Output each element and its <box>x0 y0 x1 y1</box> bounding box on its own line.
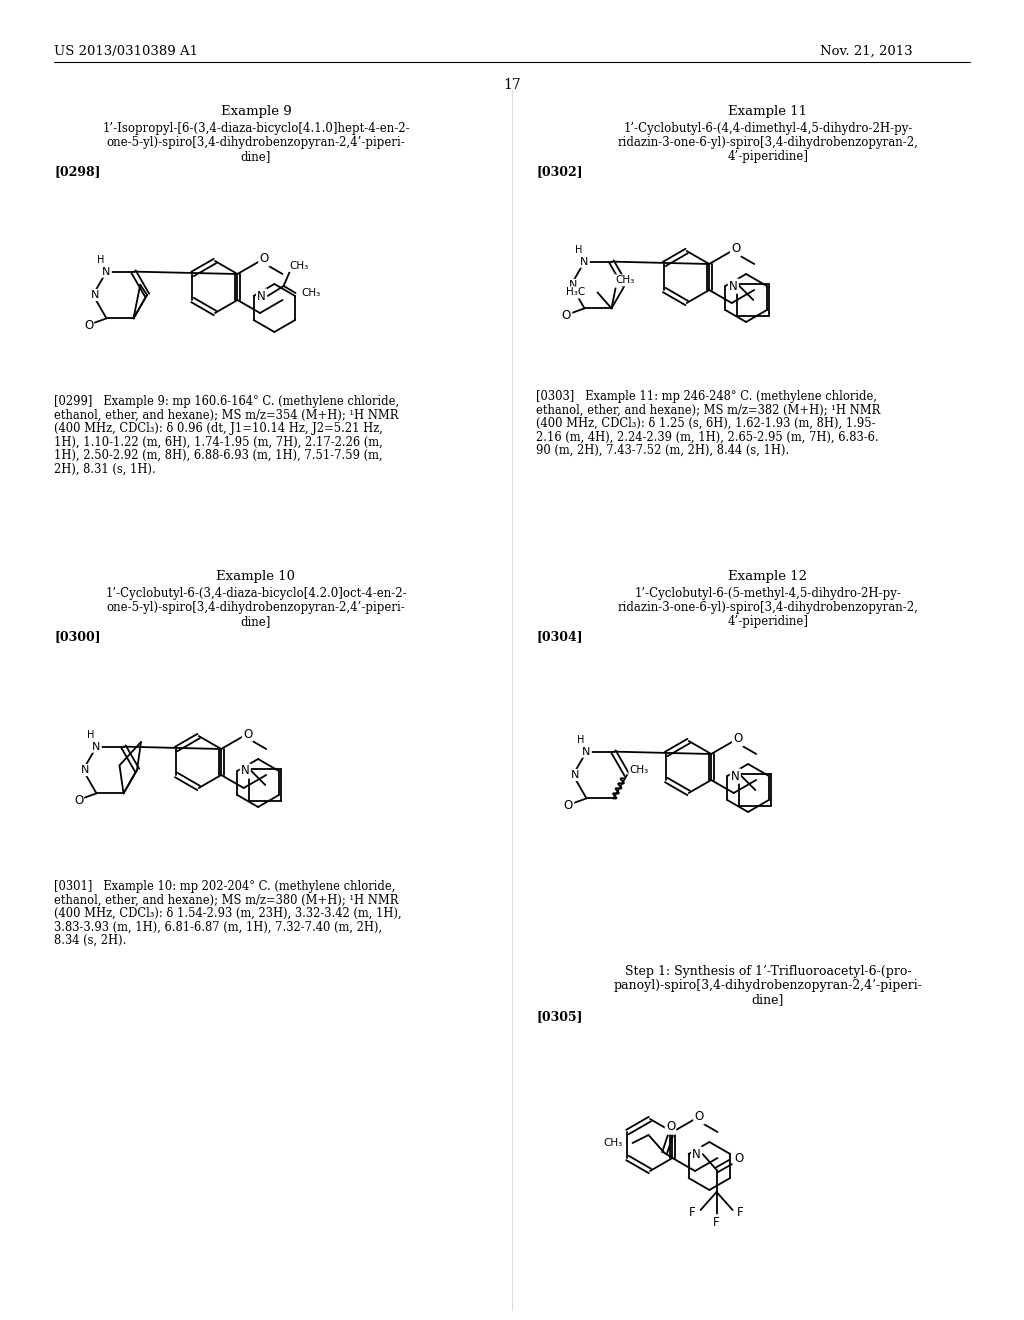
Text: US 2013/0310389 A1: US 2013/0310389 A1 <box>54 45 198 58</box>
Text: ethanol, ether, and hexane); MS m/z=380 (M+H); ¹H NMR: ethanol, ether, and hexane); MS m/z=380 … <box>54 894 398 907</box>
Text: N: N <box>581 256 589 267</box>
Text: H: H <box>97 255 104 264</box>
Text: [0302]: [0302] <box>536 165 583 178</box>
Text: (400 MHz, CDCl₃): δ 1.25 (s, 6H), 1.62-1.93 (m, 8H), 1.95-: (400 MHz, CDCl₃): δ 1.25 (s, 6H), 1.62-1… <box>536 417 876 430</box>
Text: N: N <box>92 742 100 751</box>
Text: CH₃: CH₃ <box>302 288 321 298</box>
Text: 4’-piperidine]: 4’-piperidine] <box>727 150 809 162</box>
Text: O: O <box>562 309 571 322</box>
Text: N: N <box>102 267 111 277</box>
Text: [0298]: [0298] <box>54 165 100 178</box>
Text: N: N <box>81 766 89 775</box>
Text: O: O <box>259 252 268 265</box>
Text: CH₃: CH₃ <box>603 1138 623 1148</box>
Text: [0304]: [0304] <box>536 630 583 643</box>
Text: O: O <box>243 727 252 741</box>
Text: H₃C: H₃C <box>566 288 586 297</box>
Text: Example 11: Example 11 <box>728 106 808 117</box>
Text: H: H <box>574 244 583 255</box>
Text: dine]: dine] <box>241 615 271 628</box>
Text: 1’-Cyclobutyl-6-(3,4-diaza-bicyclo[4.2.0]oct-4-en-2-: 1’-Cyclobutyl-6-(3,4-diaza-bicyclo[4.2.0… <box>105 587 407 601</box>
Text: [0300]: [0300] <box>54 630 100 643</box>
Text: one-5-yl)-spiro[3,4-dihydrobenzopyran-2,4’-piperi-: one-5-yl)-spiro[3,4-dihydrobenzopyran-2,… <box>106 136 406 149</box>
Text: CH₃: CH₃ <box>615 276 635 285</box>
Text: 17: 17 <box>503 78 521 92</box>
Text: N: N <box>729 280 737 293</box>
Text: O: O <box>666 1121 675 1134</box>
Text: O: O <box>733 733 742 746</box>
Text: Example 12: Example 12 <box>728 570 808 583</box>
Text: panoyl)-spiro[3,4-dihydrobenzopyran-2,4’-piperi-: panoyl)-spiro[3,4-dihydrobenzopyran-2,4’… <box>613 979 923 993</box>
Text: N: N <box>257 289 266 302</box>
Text: 3.83-3.93 (m, 1H), 6.81-6.87 (m, 1H), 7.32-7.40 (m, 2H),: 3.83-3.93 (m, 1H), 6.81-6.87 (m, 1H), 7.… <box>54 920 382 933</box>
Text: ethanol, ether, and hexane); MS m/z=382 (M+H); ¹H NMR: ethanol, ether, and hexane); MS m/z=382 … <box>536 404 881 417</box>
Text: F: F <box>689 1205 696 1218</box>
Text: O: O <box>734 1151 743 1164</box>
Text: O: O <box>84 319 93 331</box>
Text: O: O <box>731 243 740 256</box>
Text: H: H <box>577 735 584 744</box>
Text: 1’-Isopropyl-[6-(3,4-diaza-bicyclo[4.1.0]hept-4-en-2-: 1’-Isopropyl-[6-(3,4-diaza-bicyclo[4.1.0… <box>102 121 410 135</box>
Text: 1H), 2.50-2.92 (m, 8H), 6.88-6.93 (m, 1H), 7.51-7.59 (m,: 1H), 2.50-2.92 (m, 8H), 6.88-6.93 (m, 1H… <box>54 449 383 462</box>
Text: N: N <box>241 764 250 777</box>
Text: 8.34 (s, 2H).: 8.34 (s, 2H). <box>54 935 126 946</box>
Text: F: F <box>714 1216 720 1229</box>
Text: 2.16 (m, 4H), 2.24-2.39 (m, 1H), 2.65-2.95 (m, 7H), 6.83-6.: 2.16 (m, 4H), 2.24-2.39 (m, 1H), 2.65-2.… <box>536 430 879 444</box>
Text: N: N <box>583 747 591 756</box>
Text: 4’-piperidine]: 4’-piperidine] <box>727 615 809 628</box>
Text: 90 (m, 2H), 7.43-7.52 (m, 2H), 8.44 (s, 1H).: 90 (m, 2H), 7.43-7.52 (m, 2H), 8.44 (s, … <box>536 444 790 457</box>
Text: ridazin-3-one-6-yl)-spiro[3,4-dihydrobenzopyran-2,: ridazin-3-one-6-yl)-spiro[3,4-dihydroben… <box>617 601 919 614</box>
Text: dine]: dine] <box>752 993 784 1006</box>
Text: N: N <box>731 770 739 783</box>
Text: N: N <box>570 770 580 780</box>
Text: 1H), 1.10-1.22 (m, 6H), 1.74-1.95 (m, 7H), 2.17-2.26 (m,: 1H), 1.10-1.22 (m, 6H), 1.74-1.95 (m, 7H… <box>54 436 383 449</box>
Text: N: N <box>568 280 578 290</box>
Text: 1’-Cyclobutyl-6-(5-methyl-4,5-dihydro-2H-py-: 1’-Cyclobutyl-6-(5-methyl-4,5-dihydro-2H… <box>635 587 901 601</box>
Text: Step 1: Synthesis of 1’-Trifluoroacetyl-6-(pro-: Step 1: Synthesis of 1’-Trifluoroacetyl-… <box>625 965 911 978</box>
Text: F: F <box>737 1205 743 1218</box>
Text: ethanol, ether, and hexane); MS m/z=354 (M+H); ¹H NMR: ethanol, ether, and hexane); MS m/z=354 … <box>54 408 398 421</box>
Text: ridazin-3-one-6-yl)-spiro[3,4-dihydrobenzopyran-2,: ridazin-3-one-6-yl)-spiro[3,4-dihydroben… <box>617 136 919 149</box>
Text: [0305]: [0305] <box>536 1010 583 1023</box>
Text: N: N <box>692 1147 701 1160</box>
Text: Nov. 21, 2013: Nov. 21, 2013 <box>820 45 912 58</box>
Text: [0303]   Example 11: mp 246-248° C. (methylene chloride,: [0303] Example 11: mp 246-248° C. (methy… <box>536 389 877 403</box>
Text: O: O <box>74 793 83 807</box>
Text: O: O <box>694 1110 703 1123</box>
Text: CH₃: CH₃ <box>630 766 649 775</box>
Text: CH₃: CH₃ <box>290 261 309 271</box>
Text: [0301]   Example 10: mp 202-204° C. (methylene chloride,: [0301] Example 10: mp 202-204° C. (methy… <box>54 880 395 894</box>
Text: H: H <box>87 730 94 739</box>
Text: one-5-yl)-spiro[3,4-dihydrobenzopyran-2,4’-piperi-: one-5-yl)-spiro[3,4-dihydrobenzopyran-2,… <box>106 601 406 614</box>
Text: dine]: dine] <box>241 150 271 162</box>
Text: (400 MHz, CDCl₃): δ 0.96 (dt, J1=10.14 Hz, J2=5.21 Hz,: (400 MHz, CDCl₃): δ 0.96 (dt, J1=10.14 H… <box>54 422 383 436</box>
Text: (400 MHz, CDCl₃): δ 1.54-2.93 (m, 23H), 3.32-3.42 (m, 1H),: (400 MHz, CDCl₃): δ 1.54-2.93 (m, 23H), … <box>54 907 401 920</box>
Text: [0299]   Example 9: mp 160.6-164° C. (methylene chloride,: [0299] Example 9: mp 160.6-164° C. (meth… <box>54 395 399 408</box>
Text: O: O <box>564 799 573 812</box>
Text: 2H), 8.31 (s, 1H).: 2H), 8.31 (s, 1H). <box>54 462 156 475</box>
Text: Example 9: Example 9 <box>220 106 292 117</box>
Text: Example 10: Example 10 <box>216 570 296 583</box>
Text: N: N <box>91 290 99 300</box>
Text: 1’-Cyclobutyl-6-(4,4-dimethyl-4,5-dihydro-2H-py-: 1’-Cyclobutyl-6-(4,4-dimethyl-4,5-dihydr… <box>624 121 912 135</box>
